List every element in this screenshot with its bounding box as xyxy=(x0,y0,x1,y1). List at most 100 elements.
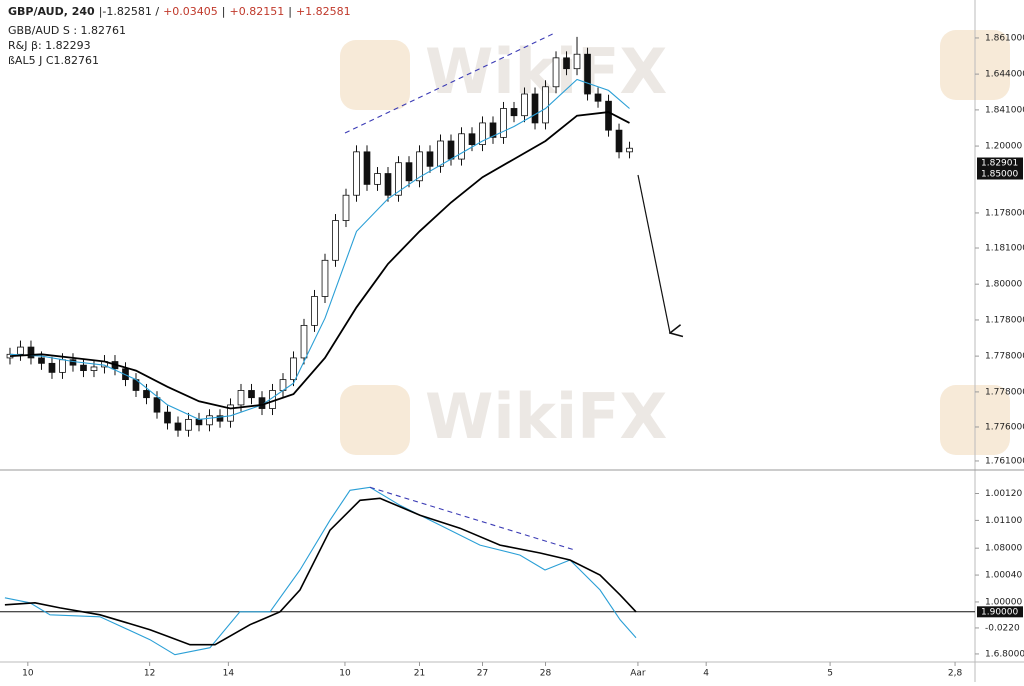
candle-body xyxy=(332,220,339,261)
candle-body xyxy=(405,162,413,182)
y-tick-label: 1.778000 xyxy=(985,387,1024,397)
quote-part: +0.03405 xyxy=(163,5,218,18)
candle-body xyxy=(573,53,581,70)
y-tick-label: 1.00120 xyxy=(985,489,1022,499)
indicator-line xyxy=(4,486,637,656)
y-tick-label: 1.761000 xyxy=(985,456,1024,466)
indicator-line xyxy=(9,111,630,410)
y-tick-label: 1.776000 xyxy=(985,422,1024,432)
y-tick-label: 1.644000 xyxy=(985,70,1024,80)
candle-body xyxy=(174,422,182,431)
candle-body xyxy=(521,93,528,117)
candle-body xyxy=(531,93,539,124)
candle-body xyxy=(489,122,497,138)
candle-body xyxy=(237,390,245,406)
watermark-text: WikiFX xyxy=(425,380,667,453)
y-tick-label: 1.178000 xyxy=(985,208,1024,218)
x-tick-label: 4 xyxy=(703,669,709,679)
x-tick-label: 10 xyxy=(339,669,351,679)
candle-body xyxy=(342,194,350,221)
header: GBP/AUD, 240 |-1.82581 /+0.03405 | +0.82151… xyxy=(8,5,351,67)
quote-part: +1.82581 xyxy=(296,5,351,18)
candle-body xyxy=(500,108,507,138)
candle-body xyxy=(164,411,171,424)
candle-body xyxy=(153,397,161,413)
x-tick-label: 2,8 xyxy=(948,669,963,679)
quote-part: | xyxy=(288,5,292,18)
trendline xyxy=(369,486,576,551)
quote-part: | xyxy=(222,5,226,18)
x-tick-label: 5 xyxy=(827,669,833,679)
y-tick-label: -0.0220 xyxy=(985,623,1020,633)
candle-body xyxy=(48,362,56,373)
candle-body xyxy=(594,93,602,102)
candle-body xyxy=(437,140,444,167)
y-tick-label: 1.01100 xyxy=(985,516,1022,526)
candle-body xyxy=(626,147,633,153)
y-tick-label: 1.861000 xyxy=(985,33,1024,43)
candle-body xyxy=(510,108,518,117)
y-tick-label: 1.181000 xyxy=(985,244,1024,254)
arrow xyxy=(637,174,670,333)
indicator-line xyxy=(9,78,630,420)
candle-body xyxy=(227,404,234,422)
candle-body xyxy=(447,140,455,160)
candle-body xyxy=(17,346,24,355)
candle-body xyxy=(395,162,402,196)
candle-body xyxy=(80,364,87,371)
x-tick-label: Aar xyxy=(630,669,646,679)
indicator-line xyxy=(4,497,637,646)
candle-body xyxy=(143,390,150,399)
candle-body xyxy=(384,173,392,196)
quote-line: GBP/AUD, 240 |-1.82581 /+0.03405 | +0.82151… xyxy=(8,5,351,18)
price-tag-label: 1.82901 xyxy=(981,159,1018,169)
candle-body xyxy=(290,357,297,381)
watermarks: WikiFXWikiFXWikiFXWikiFX xyxy=(340,30,1010,455)
candle-body xyxy=(353,151,360,196)
trendline xyxy=(344,32,556,134)
candle-body xyxy=(615,129,623,153)
price-tag xyxy=(977,168,1023,180)
candle-body xyxy=(195,418,203,426)
candle-body xyxy=(605,100,612,131)
candle-body xyxy=(185,418,192,431)
candle-body xyxy=(69,359,77,366)
legend-line: R&J β: 1.82293 xyxy=(8,39,91,52)
candle-body xyxy=(584,53,591,95)
y-tick-label: 1.778000 xyxy=(985,352,1024,362)
candle-body xyxy=(90,366,98,371)
candle-body xyxy=(563,57,570,70)
candle-body xyxy=(468,133,476,146)
candle-body xyxy=(248,390,255,399)
x-tick-label: 10 xyxy=(22,669,34,679)
candle-body xyxy=(363,151,371,185)
candle-body xyxy=(27,346,35,359)
x-tick-label: 14 xyxy=(223,669,235,679)
y-tick-label: 1.6.8000 xyxy=(985,649,1024,659)
candle-body xyxy=(59,359,66,373)
quote-part: |-1.82581 / xyxy=(99,5,160,18)
candle-body xyxy=(216,415,224,422)
candle-body xyxy=(458,133,465,160)
candle-body xyxy=(38,357,45,364)
legend-line: GBB/AUD S : 1.82761 xyxy=(8,24,126,37)
price-tag-label: 1.90000 xyxy=(981,607,1018,617)
candle-body xyxy=(542,86,549,124)
candle-body xyxy=(552,57,560,88)
x-tick-label: 27 xyxy=(477,669,488,679)
watermark-logo xyxy=(340,385,410,455)
x-tick-label: 28 xyxy=(540,669,552,679)
candle-body xyxy=(374,173,381,185)
y-tick-label: 1.20000 xyxy=(985,142,1022,152)
x-tick-label: 21 xyxy=(414,669,425,679)
candle-body xyxy=(311,296,318,326)
price-tag xyxy=(977,157,1023,169)
price-tag-label: 1.85000 xyxy=(981,170,1018,180)
y-tick-label: 1.80000 xyxy=(985,280,1022,290)
candle-body xyxy=(479,122,486,146)
y-tick-label: 1.08000 xyxy=(985,544,1022,554)
price-tag xyxy=(977,606,1023,618)
candle-body xyxy=(206,415,213,426)
quote-part: +0.82151 xyxy=(230,5,285,18)
